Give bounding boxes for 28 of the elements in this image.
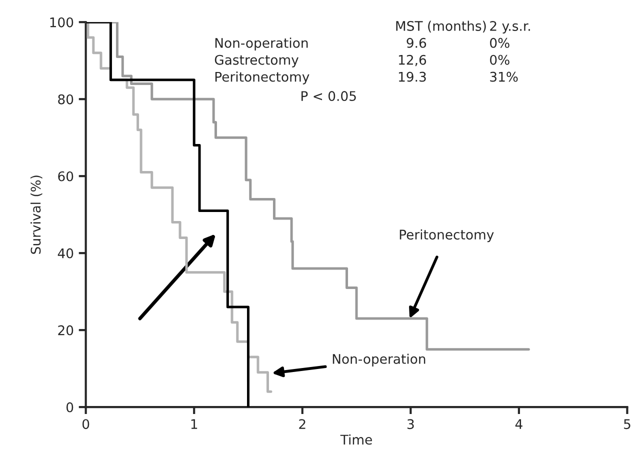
annotation: 12,6 [398, 54, 426, 66]
y-tick-label: 60 [58, 171, 74, 182]
y-tick-label: 100 [50, 17, 74, 28]
x-tick-label: 0 [82, 419, 90, 430]
annotation: Gastrectomy [214, 54, 298, 68]
annotation: 2 y.s.r. [490, 20, 530, 34]
y-tick-label: 0 [66, 402, 74, 412]
annotation: 31% [490, 72, 518, 82]
annotation: 0% [490, 54, 510, 65]
annotation: P < 0.05 [302, 91, 356, 102]
annotation: 0% [490, 38, 510, 48]
annotation: 19.3 [398, 72, 426, 82]
annotation: Peritonectomy [215, 72, 310, 84]
x-tick-label: 1 [191, 419, 198, 429]
annotation: Non-operation [332, 354, 426, 366]
y-tick-label: 40 [58, 248, 74, 258]
x-tick-label: 2 [299, 419, 306, 429]
x-tick-label: 4 [515, 419, 522, 429]
annotation: MST (months) [396, 20, 486, 33]
y-tick-label: 20 [58, 325, 74, 336]
annotation: 9.6 [406, 38, 426, 48]
y-tick-label: 80 [58, 94, 74, 104]
x-tick-label: 5 [624, 419, 630, 430]
y-axis-title: Survival (%) [30, 176, 42, 254]
annotation: Non-operation [215, 38, 308, 50]
annotation: Peritonectomy [400, 229, 494, 242]
x-axis-title: Time [340, 434, 372, 445]
x-tick-label: 3 [407, 419, 414, 430]
